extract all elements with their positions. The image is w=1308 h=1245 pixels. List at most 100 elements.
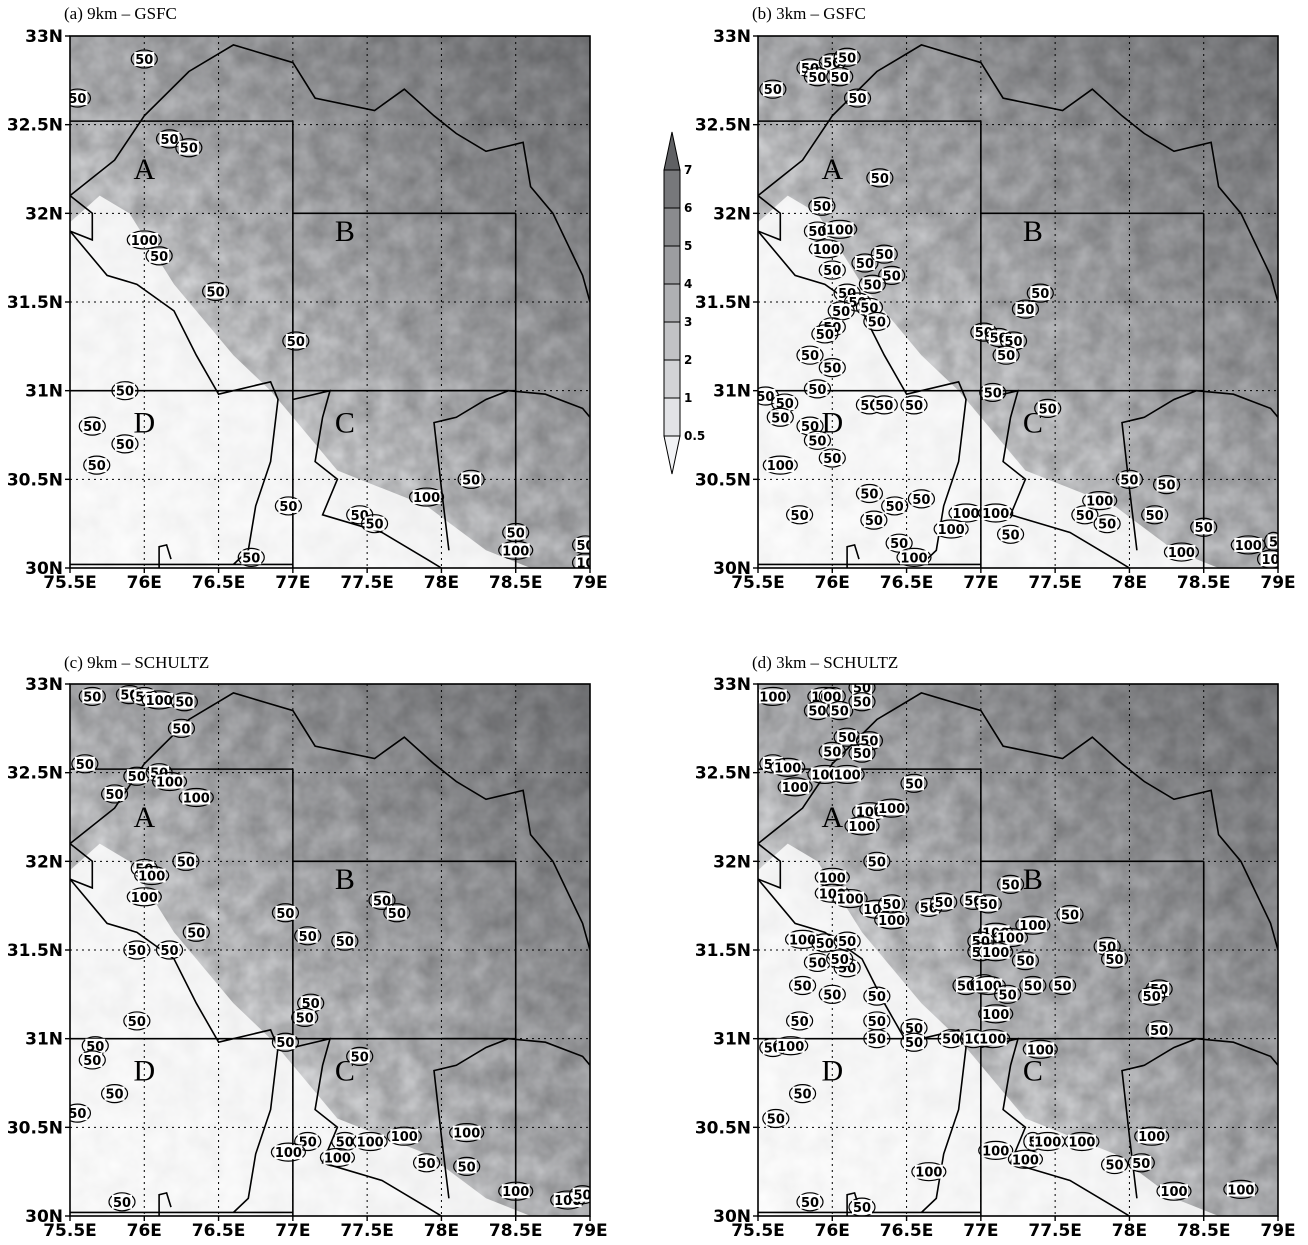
contour-line <box>151 771 188 792</box>
contour-line <box>498 1181 534 1201</box>
contour-line <box>331 931 359 951</box>
contour-label: 50 <box>128 770 146 785</box>
contour-line <box>1011 951 1040 971</box>
y-tick-label: 31.5N <box>7 293 63 313</box>
contour-label-bg <box>822 451 843 466</box>
contour-label-bg <box>1104 1157 1125 1172</box>
contour-label: 100 <box>915 1166 942 1181</box>
contour-label: 50 <box>979 898 997 913</box>
contour-label-bg <box>766 458 795 473</box>
contour-label: 50 <box>373 894 391 909</box>
contour-line <box>863 1029 891 1049</box>
contour-label-bg <box>866 314 887 329</box>
contour-line <box>996 874 1025 894</box>
contour-label-bg <box>904 776 924 791</box>
contour-label-bg <box>112 1194 132 1209</box>
x-tick-label: 77E <box>275 573 310 593</box>
contour-label-bg <box>822 744 843 759</box>
contour-label-bg <box>349 1049 370 1064</box>
contour-label-bg <box>776 1038 805 1053</box>
contour-label: 50 <box>823 452 841 467</box>
contour-label: 50 <box>868 990 886 1005</box>
contour-line <box>167 718 196 738</box>
contour-label: 50 <box>1195 521 1213 536</box>
contour-labels: 1001000050505050505050505010010010010050… <box>758 684 1259 1216</box>
colorbar-segment <box>663 321 681 361</box>
contour-label-bg <box>572 1187 590 1202</box>
contour-label: 100 <box>777 1040 804 1055</box>
contour-line <box>1223 1179 1259 1200</box>
contour-label: 100 <box>1160 1185 1187 1200</box>
y-tick-label: 33N <box>25 675 63 695</box>
axis-labels: 75.5E 76E 76.5E 77E 77.5E 78E 78.5E 79E 30N 30.5N… <box>695 27 1296 593</box>
contour-line <box>1026 283 1054 303</box>
contour-label-bg <box>981 506 1010 521</box>
contour-label: 50 <box>106 788 124 803</box>
contour-label-bg <box>149 248 170 263</box>
contour-label-bg <box>1149 1022 1170 1037</box>
contour-line <box>900 773 928 793</box>
contour-line <box>408 487 445 507</box>
contour-label-bg <box>863 513 884 528</box>
contour-label: 50 <box>462 473 480 488</box>
axis-labels: 75.5E 76E 76.5E 77E 77.5E 78E 78.5E 79E 30N 30.5N… <box>695 675 1296 1241</box>
y-tick-label: 30.5N <box>695 1118 751 1138</box>
contour-label-bg <box>814 326 835 341</box>
contour-label-bg <box>1167 545 1196 560</box>
contour-label-bg <box>997 987 1018 1002</box>
contour-label: 50 <box>276 1036 294 1051</box>
contour-label: 50 <box>868 1033 886 1048</box>
contour-line <box>993 984 1022 1004</box>
contour-line <box>111 434 139 454</box>
contour-line <box>758 386 780 406</box>
x-tick-label: 76E <box>815 1221 850 1241</box>
contour-labels: 5050501005050505050100501005050100100505… <box>70 685 590 1212</box>
contour-label-bg <box>774 396 795 411</box>
contour-label-bg <box>982 385 1003 400</box>
contour-label: 50 <box>68 92 86 107</box>
contour-label: 50 <box>886 500 904 515</box>
contour-label: 50 <box>160 133 178 148</box>
contour-label: 50 <box>860 488 878 503</box>
contour-line <box>155 940 184 960</box>
contour-label-bg <box>789 507 810 522</box>
contour-label: 50 <box>984 386 1002 401</box>
contour-label-bg <box>182 790 211 805</box>
contour-label: 100 <box>782 781 809 796</box>
contour-label-bg <box>1037 401 1058 416</box>
region-label-d: D <box>821 407 843 440</box>
contour-line <box>826 67 854 87</box>
contour-label: 100 <box>1068 1136 1095 1151</box>
contour-line <box>145 246 173 266</box>
contour-label-bg <box>501 1184 530 1199</box>
contour-label-bg <box>859 486 880 501</box>
contour-label: 100 <box>982 507 1009 522</box>
contour-label-bg <box>788 932 817 947</box>
contour-line <box>271 1032 300 1052</box>
contour-label: 50 <box>863 278 881 293</box>
contour-label-bg <box>807 703 828 718</box>
contour-label: 50 <box>120 689 138 704</box>
contour-label-bg <box>1119 472 1140 487</box>
contour-line <box>803 379 832 399</box>
contour-line <box>111 381 139 401</box>
boundary-line <box>1121 389 1197 551</box>
contour-label-bg <box>974 978 1003 993</box>
contour-label-bg <box>852 746 872 761</box>
contour-line <box>126 230 162 250</box>
contour-label: 50 <box>1016 303 1034 318</box>
y-tick-label: 32N <box>713 204 751 224</box>
contour-label: 50 <box>868 855 886 870</box>
contour-label-bg <box>1226 1182 1255 1197</box>
contour-label-bg <box>334 934 355 949</box>
contour-line <box>1100 949 1129 969</box>
contour-line <box>386 1126 422 1146</box>
contour-label: 50 <box>813 200 831 215</box>
contour-label: 5 <box>1028 1136 1037 1151</box>
contour-label: 50 <box>875 399 893 414</box>
contour-label: 50 <box>299 930 317 945</box>
contour-label: 100 <box>774 761 801 776</box>
contour-label: 50 <box>838 731 856 746</box>
region-label-d: D <box>821 1055 843 1088</box>
contour-line <box>978 942 1014 962</box>
